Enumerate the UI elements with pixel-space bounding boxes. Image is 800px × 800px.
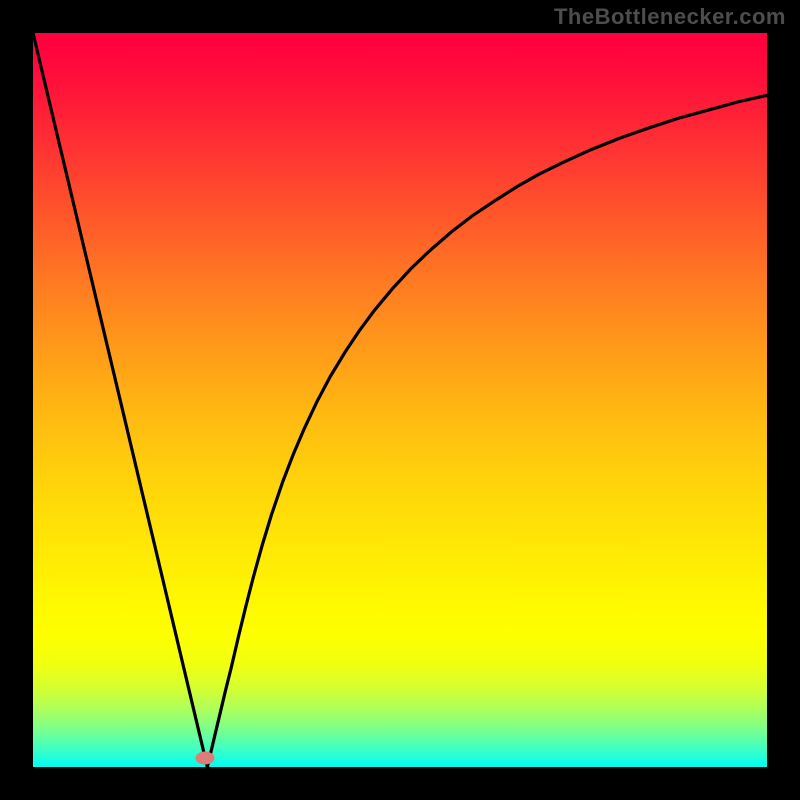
- bottleneck-curve: [33, 33, 767, 767]
- optimum-marker: [195, 752, 214, 765]
- curve-layer: [33, 33, 767, 767]
- chart-container: TheBottlenecker.com: [0, 0, 800, 800]
- watermark-text: TheBottlenecker.com: [554, 4, 786, 30]
- plot-area: [33, 33, 767, 767]
